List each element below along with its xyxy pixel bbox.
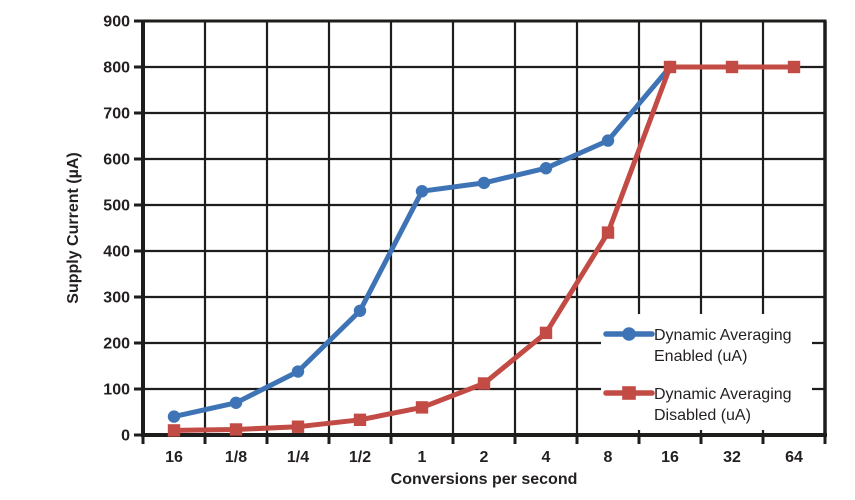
data-point-square-dynamic-averaging-disabled-ua: [353, 413, 367, 427]
y-tick-label: 400: [103, 244, 130, 261]
x-axis-title: Conversions per second: [391, 471, 578, 488]
data-point-square-dynamic-averaging-disabled-ua: [415, 401, 429, 414]
y-tick-label: 900: [103, 14, 130, 31]
x-tick-label: 2: [480, 449, 489, 466]
data-point-circle-dynamic-averaging-enabled-ua: [477, 176, 491, 190]
data-point-circle-dynamic-averaging-enabled-ua: [601, 134, 615, 147]
data-point-circle-dynamic-averaging-enabled-ua: [167, 410, 181, 423]
data-point-circle-dynamic-averaging-enabled-ua: [353, 304, 367, 317]
data-point-circle-dynamic-averaging-enabled-ua: [291, 365, 305, 378]
data-point-square-dynamic-averaging-disabled-ua: [787, 60, 801, 74]
data-point-square-dynamic-averaging-disabled-ua: [725, 60, 739, 74]
y-tick-label: 100: [103, 382, 130, 399]
x-tick-label: 1/4: [287, 449, 309, 466]
data-point-circle-dynamic-averaging-enabled-ua: [229, 396, 243, 409]
y-axis-title: Supply Current (µA): [65, 152, 82, 303]
y-tick-label: 800: [103, 60, 130, 77]
data-point-square-dynamic-averaging-disabled-ua: [229, 423, 243, 436]
x-tick-label: 1/8: [225, 449, 247, 466]
data-point-square-dynamic-averaging-disabled-ua: [539, 326, 553, 340]
legend-marker-square-dynamic-averaging-disabled-ua: [622, 386, 636, 400]
legend-item-label: Dynamic Averaging: [654, 327, 792, 344]
data-point-square-dynamic-averaging-disabled-ua: [477, 377, 491, 390]
y-tick-label: 500: [103, 198, 130, 215]
x-tick-label: 1: [418, 449, 427, 466]
data-point-square-dynamic-averaging-disabled-ua: [601, 226, 615, 239]
data-point-circle-dynamic-averaging-enabled-ua: [539, 162, 553, 175]
y-tick-label: 600: [103, 152, 130, 169]
y-tick-label: 0: [121, 428, 130, 445]
legend-item-label: Enabled (uA): [654, 348, 747, 365]
data-point-circle-dynamic-averaging-enabled-ua: [415, 185, 429, 198]
y-tick-label: 700: [103, 106, 130, 123]
legend-marker-circle-dynamic-averaging-enabled-ua: [622, 327, 636, 341]
x-tick-label: 16: [165, 449, 183, 466]
y-tick-label: 200: [103, 336, 130, 353]
data-point-square-dynamic-averaging-disabled-ua: [291, 420, 305, 433]
data-point-square-dynamic-averaging-disabled-ua: [663, 60, 677, 74]
x-tick-label: 16: [661, 449, 679, 466]
legend-item-label: Disabled (uA): [654, 407, 751, 424]
x-tick-label: 8: [604, 449, 613, 466]
x-tick-label: 1/2: [349, 449, 371, 466]
x-tick-label: 4: [542, 449, 551, 466]
legend-item-label: Dynamic Averaging: [654, 386, 792, 403]
y-tick-label: 300: [103, 290, 130, 307]
x-tick-label: 64: [785, 449, 803, 466]
x-tick-label: 32: [723, 449, 741, 466]
data-point-square-dynamic-averaging-disabled-ua: [167, 424, 181, 437]
